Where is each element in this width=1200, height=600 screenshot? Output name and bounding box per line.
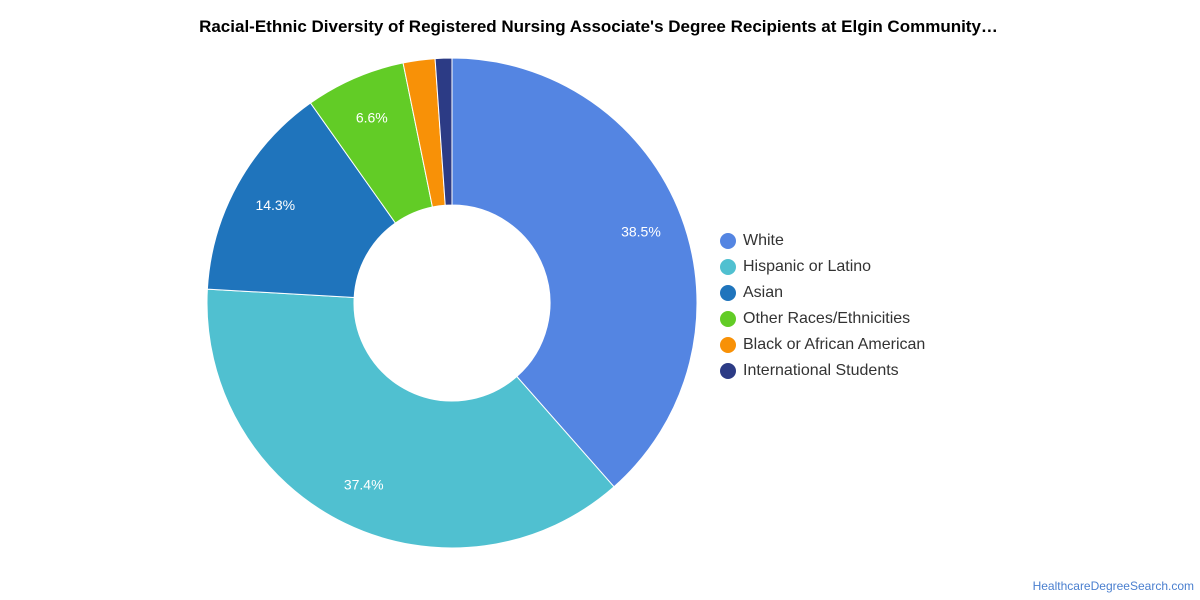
slice-data-label: 6.6% [356,110,388,126]
legend-label: International Students [743,362,899,379]
pie-slice[interactable] [434,57,453,206]
legend-item[interactable]: International Students [720,358,925,384]
legend-swatch [720,311,736,327]
legend-swatch [720,233,736,249]
legend-label: Other Races/Ethnicities [743,310,911,327]
legend-swatch [720,259,736,275]
legend-label: Hispanic or Latino [743,258,872,275]
slice-data-label: 37.4% [344,477,384,493]
source-credit-link[interactable]: HealthcareDegreeSearch.com [1032,579,1194,593]
legend-swatch [720,363,736,379]
legend-item[interactable]: White [720,228,925,254]
pie-slice[interactable] [206,102,397,298]
legend-item[interactable]: Hispanic or Latino [720,254,925,280]
legend-swatch [720,285,736,301]
slice-data-label: 38.5% [621,224,661,240]
legend-label: Black or African American [743,336,926,353]
legend-item[interactable]: Black or African American [720,332,925,358]
slice-data-label: 14.3% [255,197,295,213]
chart-title: Racial-Ethnic Diversity of Registered Nu… [199,17,998,36]
legend-swatch [720,337,736,353]
legend-item[interactable]: Other Races/Ethnicities [720,306,925,332]
legend-item[interactable]: Asian [720,280,925,306]
legend: White Hispanic or Latino Asian Other Rac… [720,228,925,384]
pie-slice[interactable] [451,57,698,488]
legend-label: Asian [743,284,784,301]
pie-slice[interactable] [206,288,615,549]
legend-label: White [743,232,784,249]
